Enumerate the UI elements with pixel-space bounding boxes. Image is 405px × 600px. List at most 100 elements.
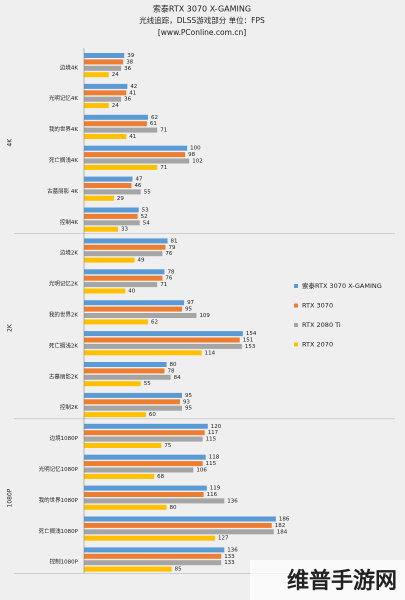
category-label: 光明记忆1080P — [39, 465, 79, 473]
bar — [84, 127, 158, 133]
value-label: 184 — [277, 529, 288, 535]
value-label: 40 — [128, 289, 135, 295]
bar — [84, 560, 222, 566]
bar — [84, 381, 141, 387]
bar — [84, 164, 158, 170]
value-label: 61 — [150, 121, 157, 127]
value-label: 117 — [208, 430, 219, 436]
value-label: 80 — [170, 362, 177, 368]
bar — [84, 207, 139, 213]
bar — [84, 504, 167, 510]
bar — [84, 220, 140, 226]
bar — [84, 436, 203, 442]
watermark: 维普手游网 — [287, 568, 397, 594]
value-label: 97 — [187, 300, 194, 306]
value-label: 95 — [185, 406, 192, 412]
bar — [84, 189, 141, 195]
bar — [84, 83, 128, 89]
value-label: 98 — [188, 152, 195, 158]
value-label: 133 — [224, 560, 235, 566]
bar — [84, 454, 206, 460]
bar — [84, 535, 216, 541]
bar — [84, 269, 165, 275]
value-label: 151 — [243, 338, 254, 344]
value-label: 120 — [211, 424, 222, 430]
value-label: 68 — [157, 474, 164, 480]
bar — [84, 152, 186, 158]
group-label: 1080P — [7, 488, 14, 507]
value-label: 154 — [246, 331, 257, 337]
value-label: 186 — [279, 517, 290, 523]
bar — [84, 114, 148, 120]
value-label: 102 — [192, 159, 203, 165]
category-label: 古墓丽影2K — [49, 372, 78, 380]
bar — [84, 430, 205, 436]
value-label: 33 — [121, 227, 128, 233]
bar — [84, 553, 222, 559]
bar — [84, 522, 272, 528]
bar — [84, 485, 207, 491]
bar — [84, 362, 167, 367]
bar — [84, 257, 135, 263]
bar — [84, 547, 225, 553]
value-label: 71 — [160, 128, 167, 134]
category-label: 光明记忆4K — [49, 94, 78, 102]
value-label: 53 — [142, 208, 149, 214]
value-label: 24 — [112, 72, 119, 78]
bar — [84, 529, 274, 535]
bar — [84, 134, 127, 139]
bar — [84, 392, 182, 398]
value-label: 62 — [151, 319, 158, 325]
legend-label: RTX 3070 — [302, 302, 333, 310]
bar — [84, 158, 190, 164]
value-label: 182 — [275, 523, 286, 529]
category-label: 边境4K — [60, 63, 78, 71]
bar — [84, 443, 162, 448]
category-label: 死亡搁浅4K — [49, 156, 78, 164]
category-label: 边境2K — [60, 249, 78, 257]
category-label: 光明记忆2K — [49, 280, 78, 288]
value-label: 115 — [206, 437, 217, 443]
value-label: 60 — [149, 412, 156, 418]
value-label: 62 — [151, 115, 158, 121]
value-label: 55 — [144, 381, 151, 387]
bar — [84, 467, 194, 473]
watermark-bg — [250, 560, 405, 600]
bar — [84, 244, 166, 250]
value-label: 114 — [205, 350, 216, 356]
chart-source: [www.PConline.com.cn] — [158, 28, 246, 37]
bar — [84, 90, 127, 96]
value-label: 71 — [160, 282, 167, 288]
value-label: 52 — [141, 214, 148, 220]
value-label: 47 — [135, 177, 142, 183]
value-label: 116 — [207, 492, 218, 498]
bar — [84, 374, 171, 380]
bar — [84, 183, 132, 188]
bar — [84, 59, 124, 65]
value-label: 109 — [199, 313, 210, 319]
chart-subtitle: 光线追踪，DLSS游戏部分 单位：FPS — [139, 15, 265, 25]
bar — [84, 368, 165, 374]
bar — [84, 53, 125, 58]
bar — [84, 516, 276, 522]
value-label: 95 — [185, 307, 192, 313]
bar — [84, 65, 122, 71]
bar — [84, 405, 182, 411]
value-label: 36 — [124, 66, 131, 72]
value-label: 81 — [171, 238, 178, 244]
value-label: 136 — [227, 498, 238, 504]
bar — [84, 96, 122, 102]
value-label: 85 — [175, 567, 182, 573]
bar — [84, 412, 146, 418]
value-label: 84 — [174, 375, 181, 381]
bar — [84, 238, 168, 244]
category-label: 古墓丽影 4K — [47, 187, 78, 195]
value-label: 41 — [129, 90, 136, 96]
bar — [84, 498, 225, 504]
bar — [84, 226, 119, 232]
value-label: 127 — [218, 536, 229, 542]
category-label: 死亡搁浅1080P — [39, 527, 79, 535]
value-label: 24 — [112, 103, 119, 109]
